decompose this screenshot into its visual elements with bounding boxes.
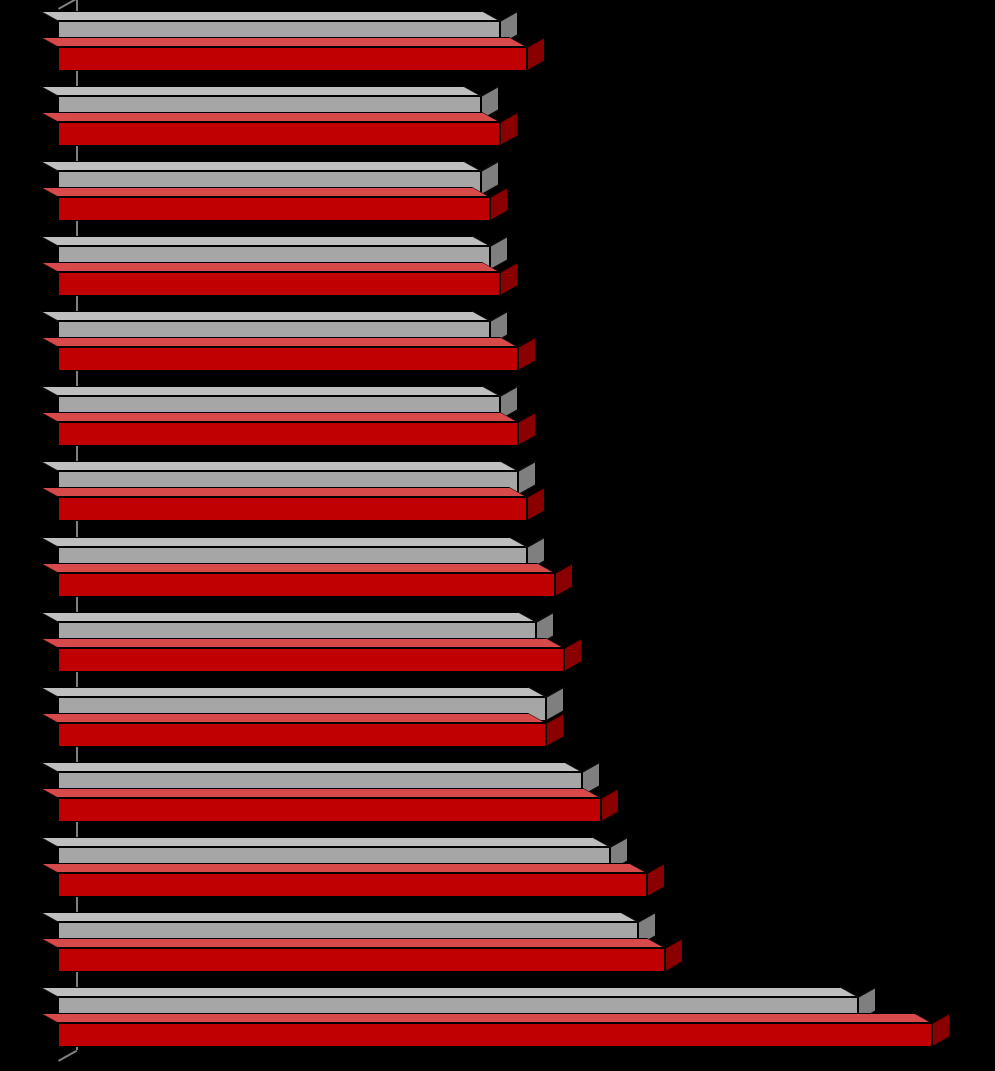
bar-chart bbox=[0, 0, 995, 1071]
bar-top bbox=[40, 337, 518, 347]
bar-side bbox=[601, 788, 619, 822]
bar-front bbox=[58, 47, 527, 71]
bar-top bbox=[40, 86, 481, 96]
bar-top bbox=[40, 912, 638, 922]
bar-front bbox=[58, 948, 665, 972]
bar-front bbox=[58, 573, 555, 597]
bar-front bbox=[58, 497, 527, 521]
bar-top bbox=[40, 638, 564, 648]
bar-top bbox=[40, 762, 582, 772]
bar-top bbox=[40, 386, 500, 396]
bar-top bbox=[40, 311, 490, 321]
bar-top bbox=[40, 11, 500, 21]
bar-side bbox=[481, 161, 499, 195]
bar-side bbox=[490, 187, 508, 221]
axis-diagonal-top bbox=[58, 0, 77, 10]
bar-top bbox=[40, 112, 500, 122]
bar-top bbox=[40, 987, 858, 997]
bar-top bbox=[40, 1013, 932, 1023]
bar-top bbox=[40, 187, 490, 197]
bar-front bbox=[58, 422, 518, 446]
bar-top bbox=[40, 612, 536, 622]
bar-top bbox=[40, 788, 601, 798]
bar-top bbox=[40, 687, 546, 697]
bar-side bbox=[500, 112, 518, 146]
bar-top bbox=[40, 37, 527, 47]
bar-top bbox=[40, 863, 647, 873]
bar-side bbox=[665, 938, 683, 972]
bar-side bbox=[564, 638, 582, 672]
bar-top bbox=[40, 262, 500, 272]
bar-top bbox=[40, 236, 490, 246]
bar-top bbox=[40, 161, 481, 171]
bar-front bbox=[58, 798, 601, 822]
bar-front bbox=[58, 1023, 932, 1047]
bar-side bbox=[932, 1013, 950, 1047]
bar-front bbox=[58, 873, 647, 897]
axis-baseline bbox=[28, 1060, 58, 1062]
bar-side bbox=[518, 461, 536, 495]
bar-top bbox=[40, 537, 527, 547]
bar-side bbox=[555, 563, 573, 597]
bar-front bbox=[58, 347, 518, 371]
axis-diagonal-bottom bbox=[58, 1050, 77, 1062]
bar-side bbox=[647, 863, 665, 897]
bar-top bbox=[40, 563, 555, 573]
bar-front bbox=[58, 723, 546, 747]
bar-side bbox=[500, 262, 518, 296]
bar-front bbox=[58, 197, 490, 221]
bar-top bbox=[40, 837, 610, 847]
bar-front bbox=[58, 122, 500, 146]
bar-front bbox=[58, 272, 500, 296]
bar-side bbox=[518, 337, 536, 371]
bar-top bbox=[40, 713, 546, 723]
bar-top bbox=[40, 412, 518, 422]
bar-side bbox=[518, 412, 536, 446]
bar-top bbox=[40, 938, 665, 948]
bar-front bbox=[58, 648, 564, 672]
bar-top bbox=[40, 487, 527, 497]
bar-top bbox=[40, 461, 518, 471]
bar-side bbox=[527, 487, 545, 521]
bar-side bbox=[527, 37, 545, 71]
bar-side bbox=[490, 236, 508, 270]
